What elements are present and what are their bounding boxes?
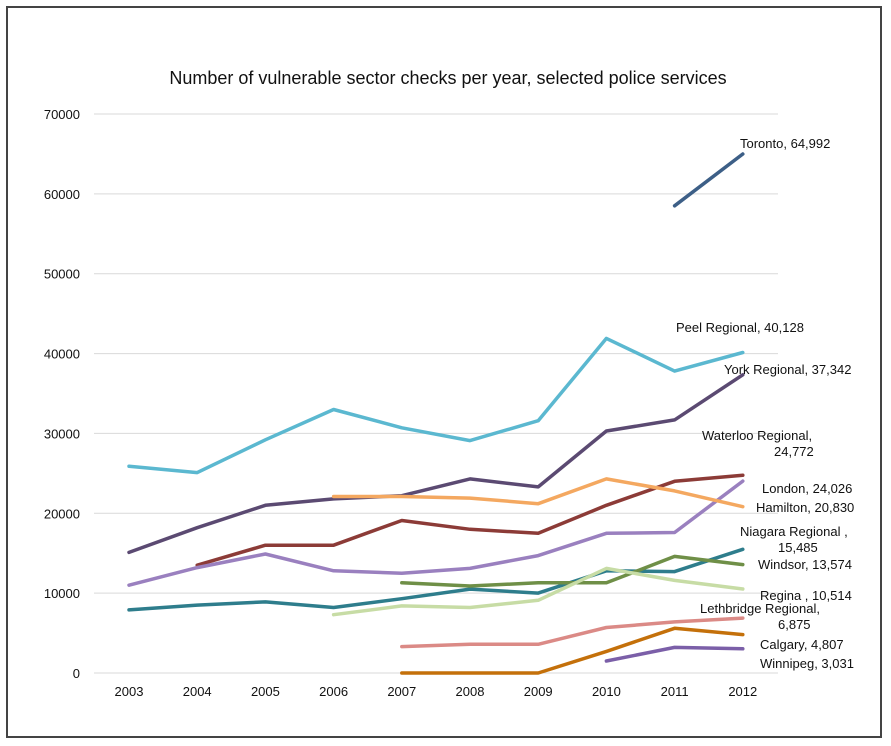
series-label-line: London, 24,026: [762, 481, 852, 496]
series-label-london: London, 24,026: [762, 481, 852, 496]
series-line-calgary: [400, 626, 745, 675]
series-label-york-regional: York Regional, 37,342: [724, 362, 851, 377]
series-label-line: York Regional, 37,342: [724, 362, 851, 377]
series-label-windsor: Windsor, 13,574: [758, 557, 852, 572]
y-axis-ticks: 0 10000 20000 30000 40000 50000 60000 70000: [44, 107, 80, 681]
y-tick-label: 0: [73, 666, 80, 681]
y-tick-label: 60000: [44, 187, 80, 202]
series-label-line: Toronto, 64,992: [740, 136, 830, 151]
x-tick-label: 2011: [661, 684, 689, 699]
y-tick-label: 40000: [44, 347, 80, 362]
x-tick-label: 2009: [524, 684, 553, 699]
x-tick-label: 2008: [456, 684, 485, 699]
y-tick-label: 30000: [44, 426, 80, 441]
x-tick-label: 2003: [115, 684, 144, 699]
series-label-hamilton: Hamilton, 20,830: [756, 500, 854, 515]
series-label-lethbridge-regional: Lethbridge Regional, 6,875: [700, 601, 820, 632]
series-label-peel-regional: Peel Regional, 40,128: [676, 320, 804, 335]
series-lines: [127, 152, 745, 675]
series-label-line: 6,875: [778, 617, 811, 632]
series-label-line: Winnipeg, 3,031: [760, 656, 854, 671]
series-line-regina: [331, 566, 745, 617]
series-label-line: Regina , 10,514: [760, 588, 852, 603]
series-label-line: 15,485: [778, 540, 818, 555]
series-line-hamilton: [331, 477, 745, 509]
series-label-line: Waterloo Regional,: [702, 428, 812, 443]
x-tick-label: 2012: [728, 684, 757, 699]
series-label-line: 24,772: [774, 444, 814, 459]
series-label-line: Calgary, 4,807: [760, 637, 844, 652]
y-tick-label: 10000: [44, 586, 80, 601]
series-line-lethbridge-regional: [400, 616, 745, 649]
y-tick-label: 50000: [44, 267, 80, 282]
series-label-waterloo-regional: Waterloo Regional, 24,772: [702, 428, 814, 459]
series-labels: Peel Regional, 40,128 York Regional, 37,3…: [676, 136, 854, 671]
gridlines: [94, 113, 778, 674]
series-label-toronto: Toronto, 64,992: [740, 136, 830, 151]
series-label-line: Hamilton, 20,830: [756, 500, 854, 515]
series-label-line: Niagara Regional ,: [740, 524, 848, 539]
series-label-regina: Regina , 10,514: [760, 588, 852, 603]
x-axis-ticks: 2003 2004 2005 2006 2007 2008 2009 2010 2011 2012: [115, 684, 758, 699]
series-label-line: Peel Regional, 40,128: [676, 320, 804, 335]
y-tick-label: 70000: [44, 107, 80, 122]
series-line-london: [127, 479, 745, 587]
series-label-line: Lethbridge Regional,: [700, 601, 820, 616]
series-label-winnipeg: Winnipeg, 3,031: [760, 656, 854, 671]
x-tick-label: 2006: [319, 684, 348, 699]
series-line-peel-regional: [127, 336, 745, 475]
series-line-waterloo-regional: [195, 473, 745, 567]
series-line-york-regional: [127, 373, 745, 555]
series-label-niagara-regional: Niagara Regional , 15,485: [740, 524, 848, 555]
chart-frame: [6, 6, 882, 738]
chart-title: Number of vulnerable sector checks per y…: [169, 68, 726, 88]
series-label-calgary: Calgary, 4,807: [760, 637, 844, 652]
series-label-line: Windsor, 13,574: [758, 557, 852, 572]
x-tick-label: 2010: [592, 684, 621, 699]
x-tick-label: 2005: [251, 684, 280, 699]
x-tick-label: 2007: [387, 684, 416, 699]
y-tick-label: 20000: [44, 506, 80, 521]
series-line-winnipeg: [604, 645, 745, 663]
series-line-toronto: [672, 152, 745, 208]
x-tick-label: 2004: [183, 684, 212, 699]
